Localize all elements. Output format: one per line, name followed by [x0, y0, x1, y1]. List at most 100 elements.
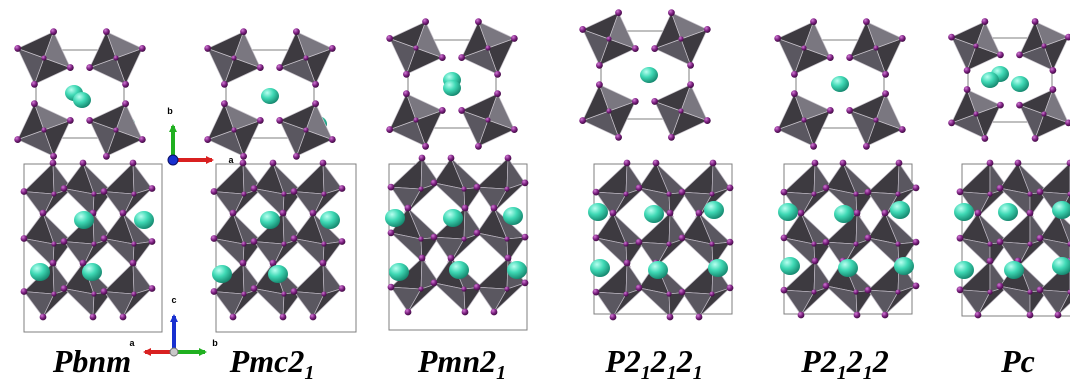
oxygen-atom: [461, 308, 469, 316]
oxygen-atom: [666, 313, 674, 321]
oxygen-atom: [328, 136, 336, 143]
oxygen-atom: [79, 259, 87, 267]
oxygen-atom: [895, 289, 901, 295]
oxygen-atom: [996, 184, 1004, 192]
octahedron-face: [407, 182, 440, 213]
oxygen-atom: [129, 159, 137, 167]
oxygen-atom: [1049, 86, 1057, 93]
axis-indicator-top: b a: [167, 106, 234, 166]
oxygen-atom: [86, 64, 94, 71]
oxygen-atom: [494, 70, 501, 78]
oxygen-atom: [703, 26, 711, 33]
octahedron-face: [293, 162, 325, 195]
oxygen-atom: [241, 291, 247, 297]
oxygen-atom: [615, 133, 622, 141]
oxygen-atom: [592, 188, 600, 196]
octahedron-face: [487, 92, 515, 131]
oxygen-atom: [1065, 33, 1070, 41]
octahedron-face: [415, 20, 443, 59]
a-site-cation: [834, 205, 854, 223]
oxygen-atom: [987, 289, 993, 295]
oxygen-atom: [319, 259, 327, 267]
oxygen-atom: [413, 117, 419, 123]
oxygen-atom: [853, 289, 859, 295]
oxygen-atom: [113, 55, 119, 61]
oxygen-atom: [303, 127, 309, 133]
a-site-cation: [503, 207, 523, 225]
a-site-cation: [385, 209, 405, 227]
octahedron-face: [103, 162, 135, 195]
structure-top-view-pc: [948, 18, 1070, 142]
oxygen-atom: [1027, 289, 1033, 295]
axis-c-label: c: [171, 295, 176, 305]
oxygen-atom: [510, 126, 518, 133]
oxygen-atom: [119, 313, 127, 321]
structure-top-view-pmn21: [386, 18, 518, 150]
oxygen-atom: [338, 185, 346, 192]
oxygen-atom: [1066, 159, 1070, 167]
oxygen-atom: [623, 241, 629, 247]
oxygen-atom: [51, 291, 57, 297]
oxygen-atom: [148, 185, 156, 192]
oxygen-atom: [131, 291, 137, 297]
oxygen-atom: [321, 241, 327, 247]
a-site-cation: [74, 211, 94, 229]
oxygen-atom: [651, 45, 659, 52]
oxygen-atom: [229, 209, 237, 217]
space-group-label-p21212: P21212: [800, 343, 889, 383]
oxygen-atom: [726, 184, 734, 192]
oxygen-atom: [148, 238, 156, 245]
oxygen-atom: [276, 117, 284, 124]
oxygen-atom: [1027, 241, 1033, 247]
oxygen-atom: [863, 18, 870, 26]
oxygen-atom: [846, 54, 854, 61]
a-site-cation: [588, 203, 608, 221]
oxygen-atom: [430, 179, 438, 187]
oxygen-atom: [290, 235, 298, 242]
oxygen-atom: [726, 284, 734, 292]
oxygen-atom: [826, 107, 834, 114]
oxygen-atom: [386, 35, 394, 42]
octahedron-face: [103, 262, 135, 295]
octahedron-face: [655, 237, 688, 268]
a-site-cation: [1011, 76, 1029, 92]
oxygen-atom: [504, 254, 512, 262]
octahedron-face: [612, 287, 645, 318]
oxygen-atom: [485, 117, 491, 123]
oxygen-atom: [811, 241, 817, 247]
octahedron-face: [803, 20, 831, 59]
oxygen-atom: [521, 279, 529, 287]
oxygen-atom: [413, 45, 419, 51]
oxygen-atom: [490, 308, 498, 316]
octahedron-face: [668, 291, 688, 319]
oxygen-atom: [709, 241, 715, 247]
a-site-cation: [590, 259, 610, 277]
oxygen-atom: [895, 241, 901, 247]
oxygen-atom: [678, 188, 686, 196]
oxygen-atom: [281, 291, 287, 297]
oxygen-atom: [309, 209, 317, 217]
oxygen-atom: [687, 61, 694, 69]
oxygen-atom: [668, 133, 675, 141]
oxygen-atom: [20, 288, 28, 295]
oxygen-atom: [50, 152, 57, 160]
axis-origin-bottom: [169, 347, 179, 357]
oxygen-atom: [592, 288, 600, 296]
octahedron-face: [493, 182, 526, 213]
oxygen-atom: [404, 204, 412, 212]
oxygen-atom: [41, 55, 47, 61]
oxygen-atom: [666, 241, 672, 247]
oxygen-atom: [129, 259, 137, 267]
unit-cell-outline: [23, 163, 163, 333]
octahedron-face: [698, 287, 731, 318]
a-site-cation: [1052, 257, 1070, 275]
oxygen-atom: [780, 234, 788, 242]
oxygen-atom: [974, 209, 982, 217]
a-site-cation: [449, 261, 469, 279]
octahedron-face: [390, 157, 423, 190]
octahedron-face: [223, 103, 262, 131]
axis-origin: [167, 154, 179, 166]
oxygen-atom: [780, 188, 788, 196]
octahedron-face: [463, 186, 483, 214]
octahedron-face: [884, 285, 917, 316]
